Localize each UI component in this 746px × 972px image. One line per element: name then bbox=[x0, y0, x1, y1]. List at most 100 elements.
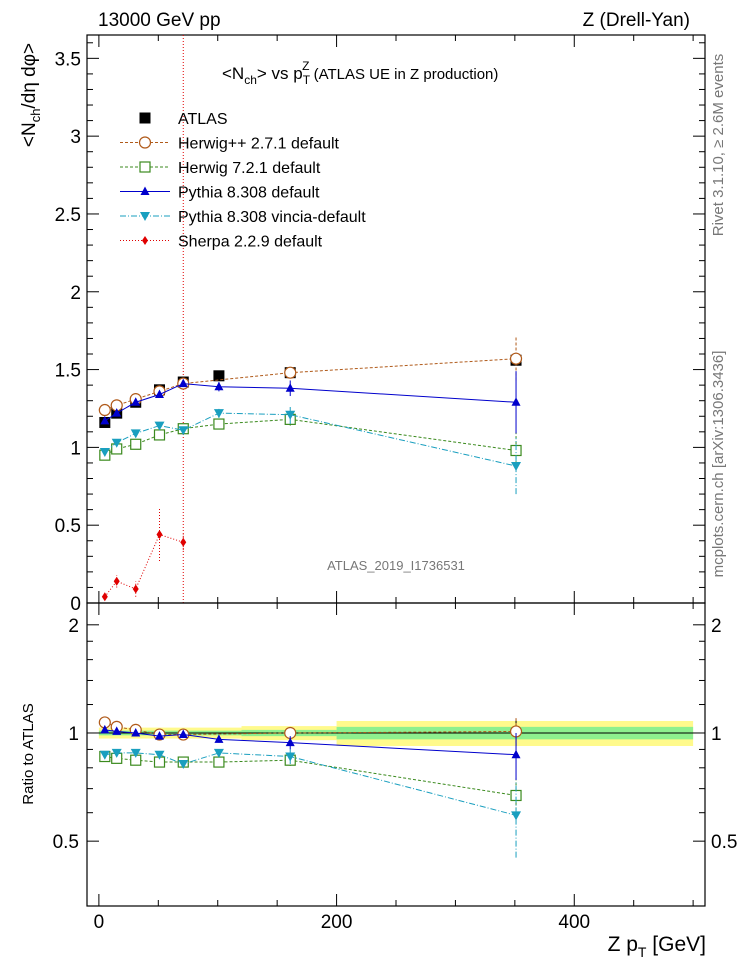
legend-marker-herwig-7-2-1-default bbox=[139, 161, 151, 173]
main-ytick-label: 2 bbox=[70, 283, 81, 304]
ratio-ytick-label-right: 0.5 bbox=[711, 832, 737, 853]
main-marks bbox=[98, 336, 523, 602]
point-pythia-8-308-vincia-default bbox=[285, 410, 296, 420]
series-pythia-8-308-vincia-default bbox=[99, 405, 522, 495]
main-ytick-label: 3 bbox=[70, 127, 81, 148]
legend-item-herwig-7-2-1-default: Herwig 7.2.1 default bbox=[120, 160, 321, 177]
point-atlas bbox=[213, 370, 225, 382]
ratio-xlabel: Z pT [GeV] bbox=[608, 933, 706, 960]
main-ytick-label: 2.5 bbox=[55, 205, 81, 226]
series-herwig-2-7-1-default bbox=[98, 336, 523, 417]
point-pythia-8-308-default bbox=[214, 381, 224, 391]
ratio-point-pythia-8-308-vincia-default bbox=[111, 748, 122, 758]
legend-label-sherpa-2-2-9-default: Sherpa 2.2.9 default bbox=[178, 234, 323, 251]
ratio-point-herwig-7-2-1-default bbox=[213, 756, 225, 768]
mcplots-label: mcplots.cern.ch [arXiv:1306.3436] bbox=[710, 351, 727, 578]
point-pythia-8-308-vincia-default bbox=[99, 448, 110, 458]
legend-marker-pythia-8-308-vincia-default bbox=[140, 212, 150, 221]
legend-label-herwig-7-2-1-default: Herwig 7.2.1 default bbox=[178, 160, 321, 177]
main-ytick-label: 3.5 bbox=[55, 49, 81, 70]
legend-item-herwig-2-7-1-default: Herwig++ 2.7.1 default bbox=[120, 136, 340, 153]
legend-label-atlas: ATLAS bbox=[178, 111, 228, 128]
legend-label-pythia-8-308-vincia-default: Pythia 8.308 vincia-default bbox=[178, 209, 366, 226]
ratio-point-pythia-8-308-default bbox=[100, 724, 110, 734]
legend-marker-pythia-8-308-default bbox=[140, 186, 150, 195]
point-pythia-8-308-default bbox=[112, 408, 122, 417]
ratio-ytick-label: 0.5 bbox=[53, 832, 79, 853]
ratio-point-pythia-8-308-default bbox=[285, 737, 295, 747]
main-ytick-label: 1 bbox=[70, 438, 81, 459]
ratio-point-pythia-8-308-default bbox=[131, 727, 141, 737]
series-pythia-8-308-default bbox=[100, 371, 521, 434]
header-right: Z (Drell-Yan) bbox=[583, 10, 690, 31]
ratio-ytick-label: 1 bbox=[68, 724, 79, 745]
ratio-plot-frame bbox=[86, 602, 706, 907]
ratio-line-pythia-8-308-default bbox=[104, 729, 517, 756]
legend-marker-sherpa-2-2-9-default bbox=[142, 236, 148, 245]
ratio-ylabel: Ratio to ATLAS bbox=[20, 703, 37, 804]
point-pythia-8-308-default bbox=[511, 397, 521, 406]
ratio-plot: Ratio to ATLAS Z pT [GeV] 2 2 1 1 0.5 0.5 0 200… bbox=[20, 602, 737, 960]
series-line-herwig-2-7-1-default bbox=[104, 358, 517, 411]
ratio-line-herwig-7-2-1-default bbox=[104, 756, 517, 796]
legend-item-pythia-8-308-default: Pythia 8.308 default bbox=[120, 185, 320, 202]
point-herwig-2-7-1-default bbox=[98, 403, 111, 417]
ratio-series-herwig-7-2-1-default bbox=[99, 750, 522, 816]
rivet-label: Rivet 3.1.10, ≥ 2.6M events bbox=[710, 54, 727, 237]
point-sherpa-2-2-9-default bbox=[113, 576, 120, 586]
ratio-point-pythia-8-308-vincia-default bbox=[511, 811, 522, 821]
legend-marker-herwig-2-7-1-default bbox=[138, 136, 152, 149]
ratio-axes: 2 2 1 1 0.5 0.5 0 200 400 bbox=[53, 603, 737, 933]
analysis-label: ATLAS_2019_I1736531 bbox=[327, 558, 465, 573]
point-sherpa-2-2-9-default bbox=[101, 592, 108, 602]
ratio-point-pythia-8-308-vincia-default bbox=[154, 750, 165, 760]
header-left: 13000 GeV pp bbox=[98, 10, 221, 31]
point-pythia-8-308-vincia-default bbox=[511, 462, 522, 472]
main-ytick-label: 0.5 bbox=[55, 516, 81, 537]
point-pythia-8-308-default bbox=[285, 383, 295, 392]
point-pythia-8-308-default bbox=[131, 397, 141, 406]
main-ytick-label: 1.5 bbox=[55, 361, 81, 382]
point-herwig-2-7-1-default bbox=[284, 366, 297, 379]
point-herwig-7-2-1-default bbox=[213, 418, 225, 430]
series-sherpa-2-2-9-default bbox=[101, 508, 187, 602]
series-line-herwig-7-2-1-default bbox=[104, 418, 517, 456]
series-line-pythia-8-308-vincia-default bbox=[104, 412, 517, 467]
ratio-xtick-label: 200 bbox=[321, 912, 353, 933]
ratio-point-pythia-8-308-default bbox=[112, 726, 122, 735]
legend-marker-atlas bbox=[139, 112, 151, 124]
ratio-point-pythia-8-308-default bbox=[178, 729, 188, 739]
ratio-xtick-label: 0 bbox=[94, 912, 105, 933]
main-axes: 3.5 3 2.5 2 1.5 1 0.5 0 bbox=[55, 35, 705, 615]
ratio-point-pythia-8-308-vincia-default bbox=[130, 748, 141, 758]
ratio-point-pythia-8-308-vincia-default bbox=[99, 750, 110, 760]
ratio-line-pythia-8-308-vincia-default bbox=[104, 752, 517, 816]
point-pythia-8-308-vincia-default bbox=[130, 429, 141, 439]
main-ytick-label: 0 bbox=[70, 594, 81, 615]
ratio-point-pythia-8-308-default bbox=[511, 749, 521, 759]
ratio-series-pythia-8-308-default bbox=[100, 724, 521, 780]
series-line-pythia-8-308-default bbox=[104, 383, 517, 422]
ratio-ytick-label-right: 2 bbox=[711, 616, 722, 637]
main-title: <Nch> vs pTZ (ATLAS UE in Z production) bbox=[222, 59, 498, 87]
point-sherpa-2-2-9-default bbox=[132, 584, 139, 594]
legend-item-pythia-8-308-vincia-default: Pythia 8.308 vincia-default bbox=[120, 209, 366, 226]
series-herwig-7-2-1-default bbox=[99, 413, 522, 470]
main-plot: <Nch/dη dφ> <Nch> vs pTZ (ATLAS UE in Z … bbox=[19, 34, 706, 615]
point-sherpa-2-2-9-default bbox=[180, 537, 187, 547]
point-pythia-8-308-default bbox=[178, 378, 188, 388]
point-herwig-7-2-1-default bbox=[130, 438, 142, 450]
ratio-point-pythia-8-308-default bbox=[154, 731, 164, 740]
ratio-ytick-label: 2 bbox=[68, 616, 79, 637]
point-pythia-8-308-vincia-default bbox=[178, 426, 189, 436]
legend-label-herwig-2-7-1-default: Herwig++ 2.7.1 default bbox=[178, 136, 340, 153]
point-pythia-8-308-default bbox=[100, 415, 110, 425]
point-pythia-8-308-vincia-default bbox=[111, 438, 122, 448]
ratio-point-pythia-8-308-vincia-default bbox=[213, 748, 224, 758]
ratio-point-pythia-8-308-vincia-default bbox=[285, 752, 296, 762]
ratio-point-pythia-8-308-default bbox=[214, 734, 224, 743]
main-ylabel: <Nch/dη dφ> bbox=[19, 43, 43, 147]
legend-item-atlas: ATLAS bbox=[139, 111, 228, 128]
legend-item-sherpa-2-2-9-default: Sherpa 2.2.9 default bbox=[120, 234, 323, 251]
